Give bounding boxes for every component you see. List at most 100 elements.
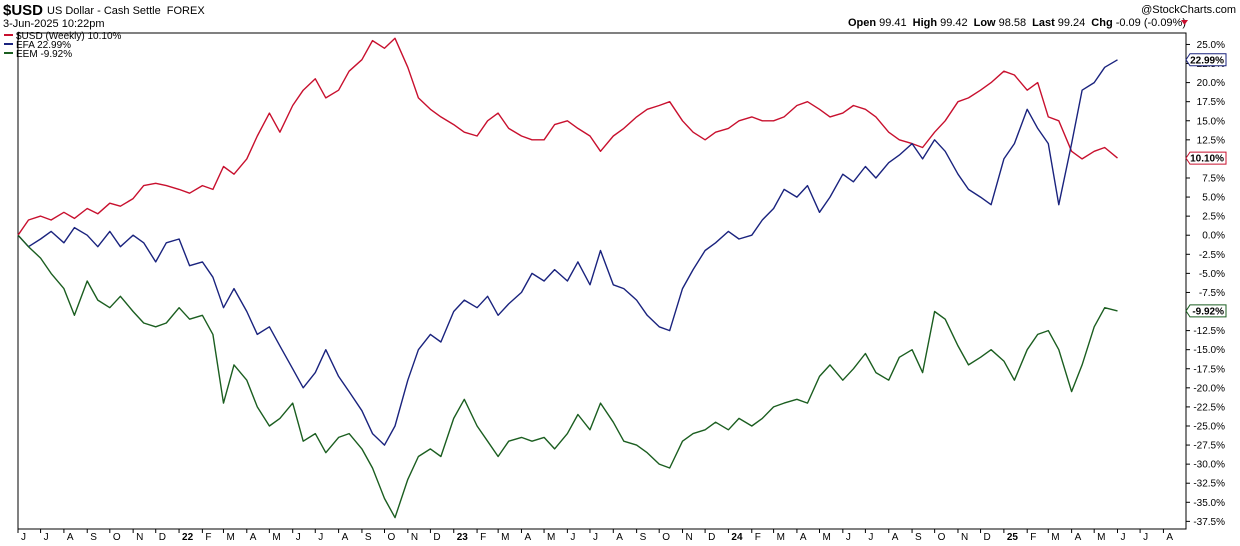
x-tick-label: O xyxy=(388,532,396,543)
y-tick-label: -37.5% xyxy=(1193,517,1225,528)
instrument-name: US Dollar - Cash Settle xyxy=(47,5,161,17)
x-tick-label: 23 xyxy=(457,532,469,543)
y-tick-label: 25.0% xyxy=(1197,40,1225,51)
ohlc-value: 99.42 xyxy=(940,17,968,29)
x-tick-label: O xyxy=(662,532,670,543)
x-tick-label: 22 xyxy=(182,532,194,543)
last-value-tag-box xyxy=(1185,53,1227,67)
y-tick-label: -30.0% xyxy=(1193,460,1225,471)
x-tick-label: J xyxy=(318,532,323,543)
x-tick-label: M xyxy=(501,532,509,543)
ohlc-label: Open xyxy=(848,17,876,29)
last-value-tags: 10.10% 22.99% -9.92% xyxy=(1185,53,1227,318)
x-tick-label: O xyxy=(938,532,946,543)
x-tick-label: A xyxy=(892,532,899,543)
legend-entry: EEM -9.92% xyxy=(16,49,72,60)
series-line-2 xyxy=(17,234,1118,519)
x-tick-label: M xyxy=(226,532,234,543)
x-tick-label: D xyxy=(159,532,166,543)
chg-down-arrow-icon xyxy=(1181,20,1188,25)
legend-entry: EFA 22.99% xyxy=(16,40,71,51)
series-line-1 xyxy=(17,59,1118,446)
x-tick-label: M xyxy=(1051,532,1059,543)
series-line-0 xyxy=(17,37,1118,236)
x-tick-label: J xyxy=(296,532,301,543)
y-tick-label: 0.0% xyxy=(1202,231,1225,242)
legend: $USD (Weekly) 10.10%EFA 22.99%EEM -9.92% xyxy=(4,31,122,60)
x-tick-label: A xyxy=(524,532,531,543)
x-tick-label: J xyxy=(868,532,873,543)
plot-area xyxy=(17,32,1187,530)
x-tick-label: N xyxy=(961,532,968,543)
y-tick-label: 12.5% xyxy=(1197,135,1225,146)
series-layer xyxy=(17,37,1118,519)
legend-entry: $USD (Weekly) 10.10% xyxy=(16,31,122,42)
last-value-tag-box xyxy=(1185,151,1227,165)
y-tick-label: -7.5% xyxy=(1199,288,1225,299)
x-tick-label: A xyxy=(1075,532,1082,543)
ohlc-value: 99.41 xyxy=(879,17,907,29)
x-tick-label: A xyxy=(1166,532,1173,543)
last-value-tag-box xyxy=(1185,304,1227,318)
x-tick-label: N xyxy=(411,532,418,543)
x-tick-label: N xyxy=(686,532,693,543)
x-tick-label: A xyxy=(67,532,74,543)
y-tick-label: -12.5% xyxy=(1193,326,1225,337)
x-tick-label: S xyxy=(915,532,922,543)
instrument-exchange: FOREX xyxy=(167,5,206,17)
x-tick-label: A xyxy=(342,532,349,543)
x-tick-label: 24 xyxy=(731,532,743,543)
x-tick-label: J xyxy=(846,532,851,543)
x-tick-label: J xyxy=(593,532,598,543)
x-tick-label: M xyxy=(1097,532,1105,543)
y-tick-label: 15.0% xyxy=(1197,116,1225,127)
ohlc-value: -0.09 (-0.09%) xyxy=(1116,17,1186,29)
y-tick-label: -25.0% xyxy=(1193,421,1225,432)
x-tick-label: F xyxy=(480,532,486,543)
x-tick-label: M xyxy=(547,532,555,543)
y-tick-label: -35.0% xyxy=(1193,498,1225,509)
x-tick-label: A xyxy=(250,532,257,543)
y-axis: 25.0%22.5%20.0%17.5%15.0%12.5%10.0%7.5%5… xyxy=(1186,40,1225,528)
x-tick-label: N xyxy=(136,532,143,543)
y-tick-label: 20.0% xyxy=(1197,78,1225,89)
x-tick-label: A xyxy=(800,532,807,543)
ohlc-value: 98.58 xyxy=(999,17,1027,29)
last-value-tag-label: 10.10% xyxy=(1190,154,1224,165)
x-tick-label: J xyxy=(21,532,26,543)
last-value-tag-1: 22.99% xyxy=(1185,53,1227,67)
y-tick-label: -32.5% xyxy=(1193,479,1225,490)
x-tick-label: O xyxy=(113,532,121,543)
x-tick-label: J xyxy=(1121,532,1126,543)
ohlc-value: 99.24 xyxy=(1058,17,1086,29)
x-tick-label: S xyxy=(90,532,97,543)
x-tick-label: D xyxy=(708,532,715,543)
x-tick-label: M xyxy=(822,532,830,543)
y-tick-label: 17.5% xyxy=(1197,97,1225,108)
y-tick-label: -15.0% xyxy=(1193,345,1225,356)
y-tick-label: 7.5% xyxy=(1202,173,1225,184)
y-tick-label: -2.5% xyxy=(1199,250,1225,261)
x-axis: J J A S O N D 22 F M A M J J A S O N D 23 F M A M J J A S O N D 24 F M A M J… xyxy=(17,529,1173,543)
x-tick-label: J xyxy=(44,532,49,543)
x-tick-label: J xyxy=(570,532,575,543)
x-tick-label: F xyxy=(755,532,761,543)
last-value-tag-2: -9.92% xyxy=(1185,304,1227,318)
chart-instrument-name: US Dollar - Cash Settle FOREX xyxy=(47,5,205,17)
chart-symbol: $USD xyxy=(3,2,43,19)
last-value-tag-0: 10.10% xyxy=(1185,151,1227,165)
x-tick-label: A xyxy=(616,532,623,543)
x-tick-label: 25 xyxy=(1007,532,1019,543)
x-tick-label: D xyxy=(433,532,440,543)
y-tick-label: -17.5% xyxy=(1193,364,1225,375)
x-tick-label: S xyxy=(365,532,372,543)
ohlc-label: Low xyxy=(974,17,996,29)
last-value-tag-label: 22.99% xyxy=(1190,55,1224,66)
watermark: @StockCharts.com xyxy=(1141,4,1236,16)
ohlc-label: Chg xyxy=(1091,17,1112,29)
y-tick-label: -20.0% xyxy=(1193,383,1225,394)
y-tick-label: 2.5% xyxy=(1202,212,1225,223)
y-tick-label: -22.5% xyxy=(1193,402,1225,413)
ohlc-label: Last xyxy=(1032,17,1055,29)
